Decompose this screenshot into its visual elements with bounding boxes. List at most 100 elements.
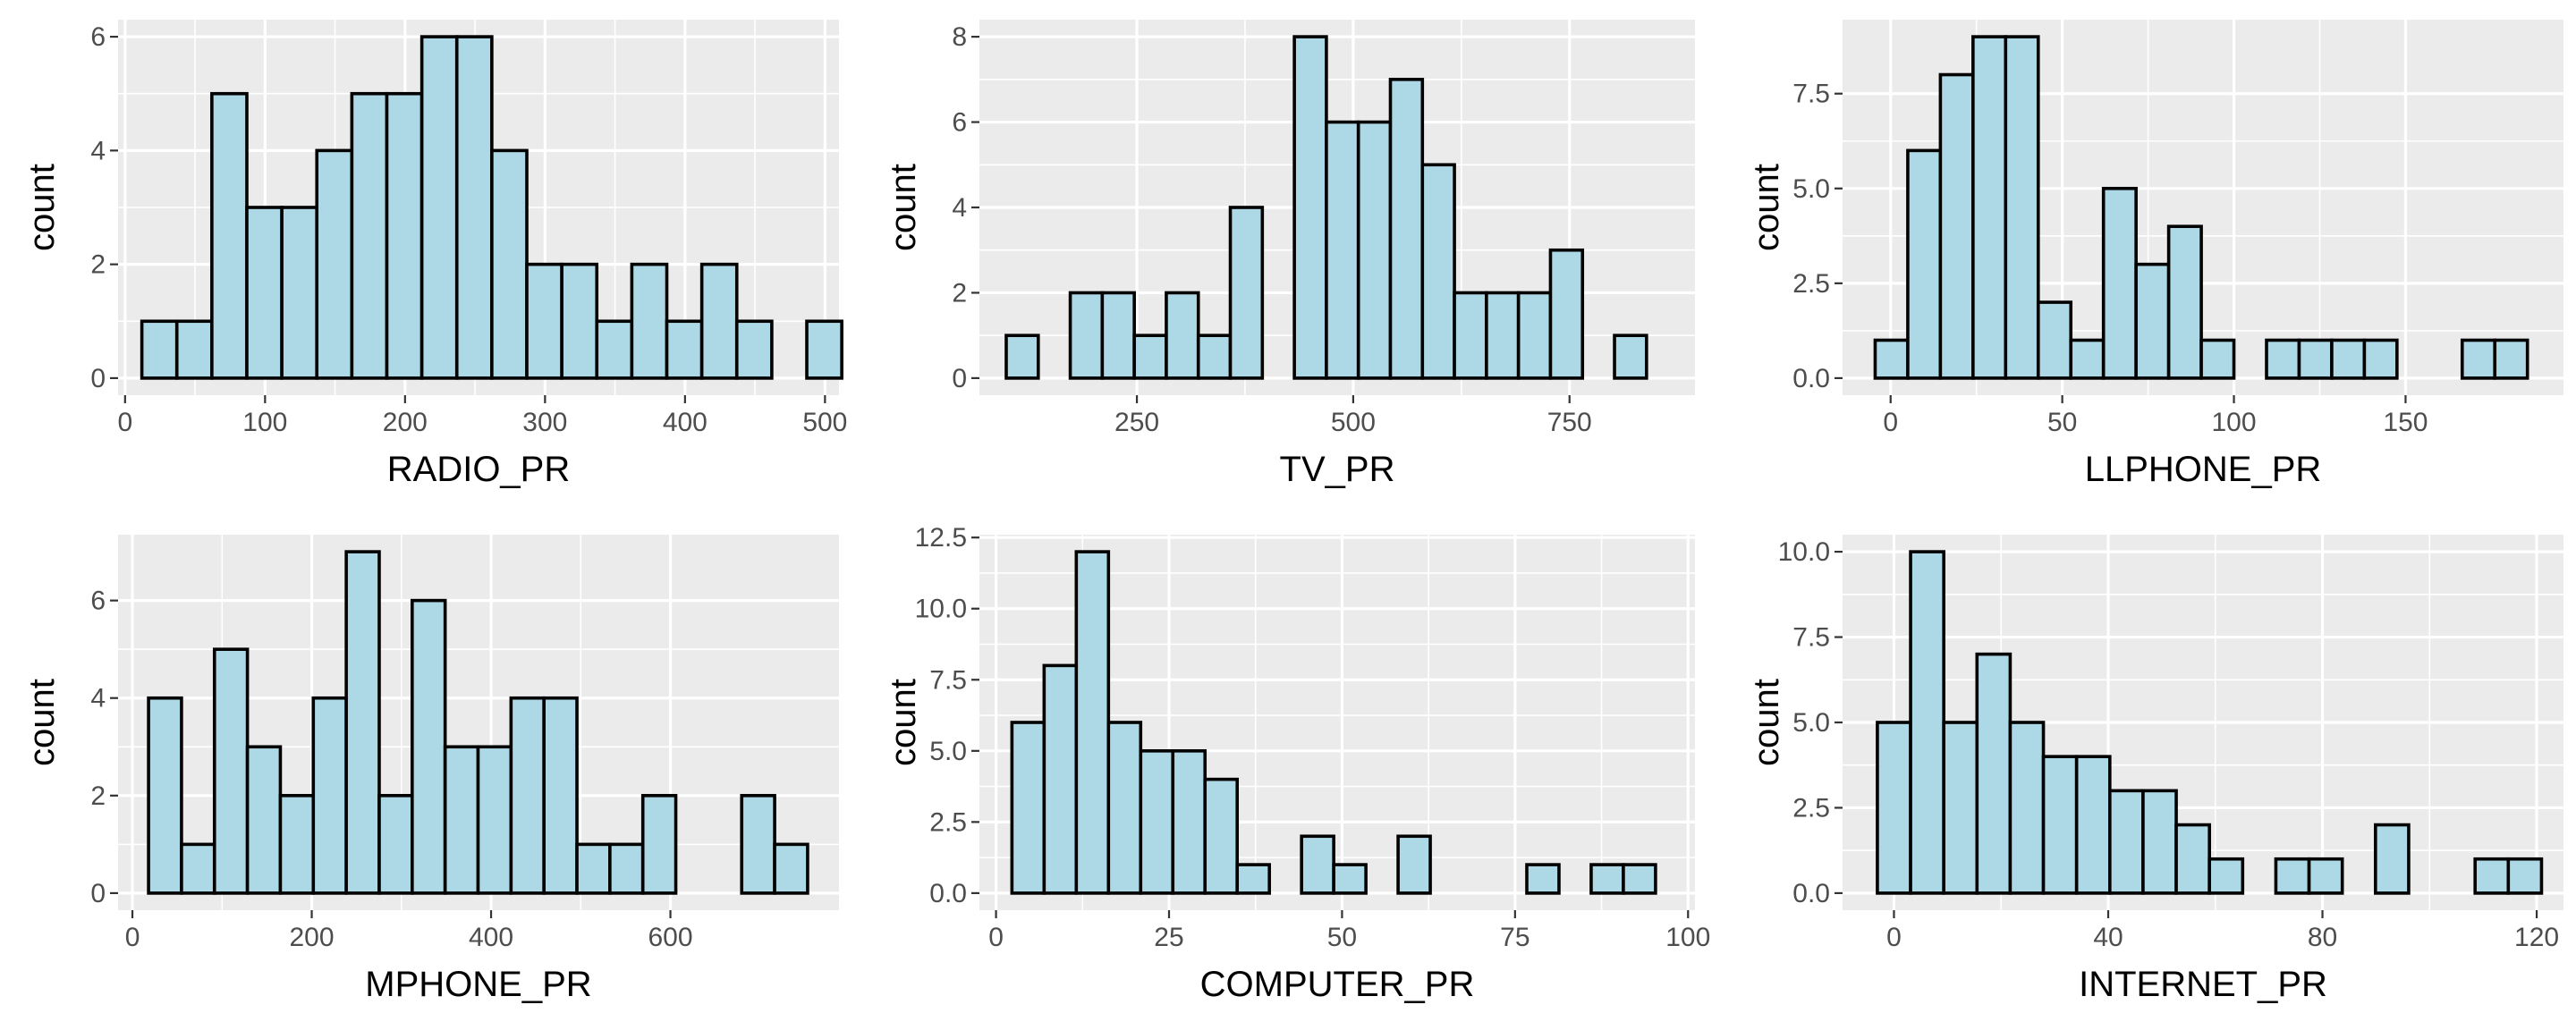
y-tick-label: 10.0 bbox=[915, 595, 967, 624]
histogram-bar bbox=[1071, 292, 1103, 377]
y-tick-label: 0.0 bbox=[929, 879, 967, 908]
histogram-bar bbox=[248, 747, 281, 893]
histogram-bar bbox=[511, 698, 544, 893]
x-tick-label: 600 bbox=[648, 923, 693, 952]
histogram-bar bbox=[577, 844, 610, 893]
histogram-bar bbox=[631, 265, 666, 378]
x-axis-title: COMPUTER_PR bbox=[1200, 965, 1475, 1004]
histogram-bar bbox=[2495, 340, 2527, 377]
histogram-bar bbox=[2299, 340, 2331, 377]
histogram-bar bbox=[457, 37, 492, 378]
histogram-bar bbox=[2143, 790, 2176, 893]
y-axis-title: count bbox=[1747, 164, 1786, 251]
y-tick-label: 0 bbox=[90, 879, 106, 908]
histogram-bar bbox=[1102, 292, 1134, 377]
histogram-bar bbox=[643, 796, 676, 893]
histogram-bar bbox=[1294, 37, 1326, 378]
y-tick-label: 5.0 bbox=[1792, 174, 1830, 204]
y-tick-label: 8 bbox=[952, 22, 967, 52]
histogram-bar bbox=[2364, 340, 2396, 377]
histogram-bar bbox=[313, 698, 346, 893]
histogram-bar bbox=[527, 265, 562, 378]
x-axis-title: RADIO_PR bbox=[387, 450, 571, 489]
y-tick-label: 10.0 bbox=[1778, 537, 1830, 567]
histogram-bar bbox=[597, 321, 631, 378]
x-tick-label: 100 bbox=[1665, 923, 1710, 952]
histogram-bar bbox=[1076, 552, 1108, 893]
histogram-bar bbox=[1398, 836, 1430, 893]
histogram-bar bbox=[2169, 226, 2201, 378]
histogram-bar bbox=[282, 207, 317, 378]
histogram-bar bbox=[2475, 859, 2508, 893]
histogram-bar bbox=[2010, 722, 2043, 893]
histogram-bar bbox=[212, 94, 247, 378]
y-tick-label: 2 bbox=[90, 250, 106, 280]
histogram-bar bbox=[2110, 790, 2143, 893]
histogram-bar bbox=[1487, 292, 1519, 377]
histogram-panel-1: 0 100 200 300 400 500 0 2 4 6 RADIO_PR count bbox=[22, 20, 847, 489]
histogram-bar bbox=[386, 94, 421, 378]
histogram-bar bbox=[2332, 340, 2364, 377]
histogram-panel-2: 250 500 750 0 2 4 6 8 TV_PR count bbox=[884, 20, 1695, 489]
x-axis-title: TV_PR bbox=[1280, 450, 1395, 489]
histogram-bar bbox=[1108, 722, 1140, 893]
x-tick-label: 120 bbox=[2514, 923, 2559, 952]
histogram-bar bbox=[1977, 654, 2010, 893]
histogram-bar bbox=[1422, 165, 1454, 378]
y-axis-title: count bbox=[22, 164, 62, 251]
histogram-bar bbox=[1550, 250, 1582, 378]
histogram-bar bbox=[445, 747, 479, 893]
histogram-bar bbox=[1205, 780, 1237, 893]
histogram-panel-5: 0 25 50 75 100 0.0 2.5 5.0 7.5 10.0 12.5 COMPUTER_P… bbox=[884, 523, 1710, 1004]
y-axis-title: count bbox=[1747, 679, 1786, 766]
histogram-bar bbox=[1334, 865, 1366, 893]
y-tick-label: 5.0 bbox=[929, 737, 967, 766]
histogram-bar bbox=[1390, 80, 1422, 378]
y-tick-label: 2 bbox=[90, 781, 106, 811]
y-tick-label: 4 bbox=[90, 136, 106, 165]
y-axis-title: count bbox=[884, 679, 923, 766]
histogram-bar bbox=[1044, 665, 1076, 893]
x-tick-label: 80 bbox=[2308, 923, 2337, 952]
x-tick-label: 300 bbox=[522, 408, 567, 437]
x-tick-label: 750 bbox=[1547, 408, 1592, 437]
y-axis-title: count bbox=[22, 679, 62, 766]
x-tick-label: 200 bbox=[290, 923, 335, 952]
histogram-bar bbox=[1012, 722, 1044, 893]
histogram-bar bbox=[1166, 292, 1199, 377]
histogram-bar bbox=[2136, 265, 2168, 378]
histogram-bar bbox=[1454, 292, 1487, 377]
histogram-bar bbox=[775, 844, 808, 893]
y-tick-label: 12.5 bbox=[915, 523, 967, 553]
histogram-bar bbox=[2462, 340, 2495, 377]
histogram-bar bbox=[1527, 865, 1559, 893]
histogram-bar bbox=[2209, 859, 2242, 893]
histogram-bar bbox=[2005, 37, 2038, 378]
x-axis-title: INTERNET_PR bbox=[2079, 965, 2327, 1004]
histogram-bar bbox=[544, 698, 577, 893]
histogram-bar bbox=[352, 94, 386, 378]
x-tick-label: 400 bbox=[663, 408, 708, 437]
x-tick-label: 100 bbox=[2212, 408, 2257, 437]
histogram-bar bbox=[807, 321, 842, 378]
x-tick-label: 100 bbox=[242, 408, 287, 437]
y-tick-label: 2.5 bbox=[1792, 793, 1830, 823]
x-tick-label: 250 bbox=[1114, 408, 1159, 437]
histogram-bar bbox=[379, 796, 412, 893]
y-tick-label: 5.0 bbox=[1792, 708, 1830, 738]
histogram-bar bbox=[1973, 37, 2005, 378]
histogram-bar bbox=[1911, 552, 1944, 893]
y-tick-label: 6 bbox=[90, 22, 106, 52]
histogram-bar bbox=[2275, 859, 2309, 893]
y-tick-label: 4 bbox=[90, 684, 106, 713]
x-tick-label: 400 bbox=[469, 923, 513, 952]
histogram-bar bbox=[1006, 335, 1038, 378]
histogram-bar bbox=[1519, 292, 1551, 377]
histogram-bar bbox=[1237, 865, 1269, 893]
histogram-bar bbox=[2071, 340, 2103, 377]
histogram-bar bbox=[1326, 122, 1359, 378]
x-axis-title: LLPHONE_PR bbox=[2085, 450, 2322, 489]
histogram-bar bbox=[2044, 756, 2077, 893]
histogram-bar bbox=[2176, 825, 2209, 893]
